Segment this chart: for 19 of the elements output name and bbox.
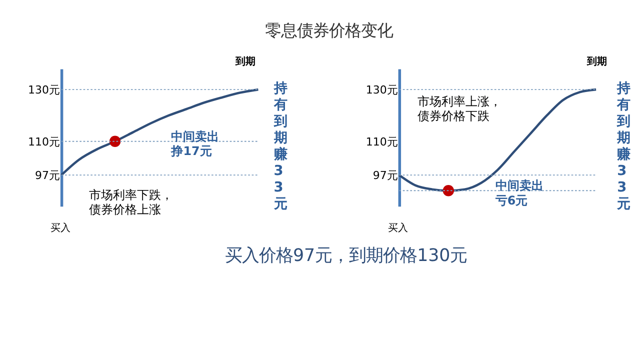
y-tick-label: 97元 [35,169,60,182]
y-tick-label: 97元 [372,169,398,182]
y-tick-label: 130元 [28,84,60,97]
annotation: 中间卖出挣17元 [170,129,220,158]
text: 买入 [388,222,408,234]
annotation: 市场利率上涨，债券价格下跌 [418,94,502,124]
text: 持有到期赚33元 [616,80,632,212]
text: 买入价格97元，到期价格130元 [224,246,468,266]
text: 到期 [586,55,607,68]
text: 到期 [234,55,256,68]
text: 持有到期赚33元 [272,80,288,212]
text: 零息债券价格变化 [265,20,394,40]
y-tick-label: 110元 [28,136,60,149]
annotation: 中间卖出亏6元 [494,178,544,208]
line-series [60,88,260,176]
text: 买入 [50,222,70,234]
annotation: 市场利率下跌，债券价格上涨 [88,188,173,216]
y-tick-label: 110元 [366,136,398,149]
y-tick-label: 130元 [366,84,398,97]
